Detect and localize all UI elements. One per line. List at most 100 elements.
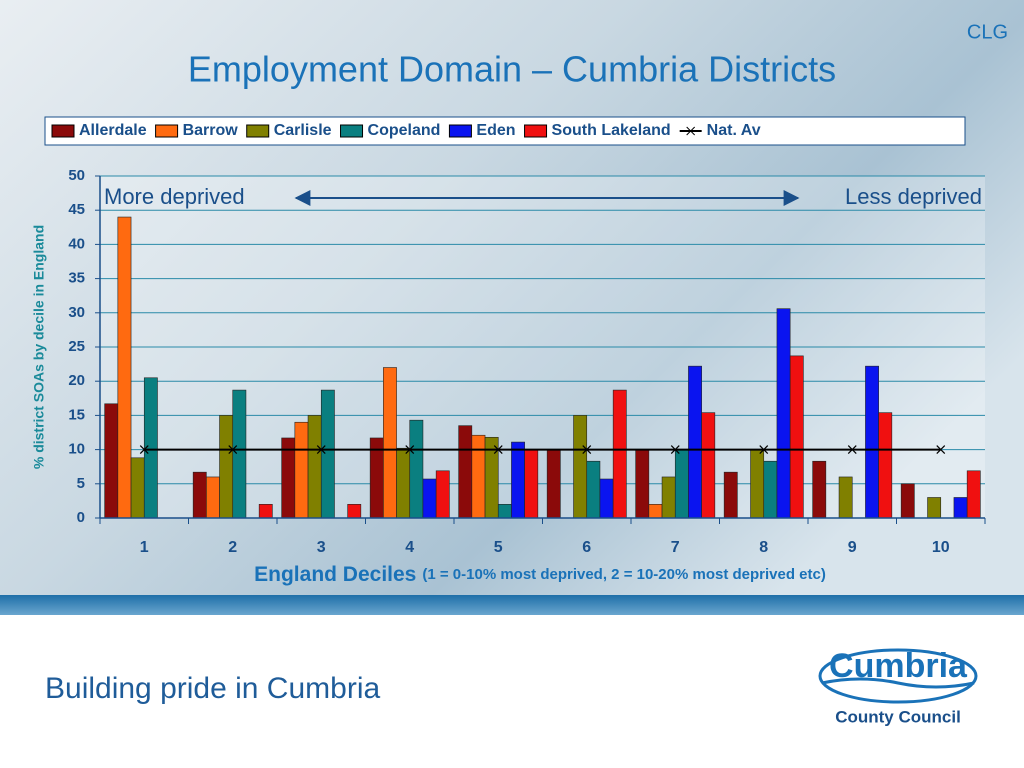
- bar: [701, 412, 716, 519]
- bar: [422, 478, 437, 519]
- band: [0, 595, 1024, 615]
- legend-swatch: [246, 124, 270, 138]
- x-tick-label: 8: [759, 539, 768, 556]
- bar: [900, 483, 915, 519]
- bar: [789, 355, 804, 519]
- bar: [812, 460, 827, 519]
- marker: [847, 445, 857, 455]
- bar: [865, 365, 879, 519]
- bar: [573, 415, 588, 519]
- bar: [648, 504, 663, 519]
- corner-label: CLG: [967, 21, 1008, 43]
- x-tick-label: 5: [494, 539, 503, 556]
- bar: [511, 441, 525, 519]
- marker: [228, 445, 238, 455]
- y-tick-label: 40: [68, 235, 85, 252]
- bar: [117, 216, 132, 519]
- x-tick-label: 7: [671, 539, 680, 556]
- annotation: Less deprived: [845, 184, 982, 209]
- legend-label: Allerdale: [79, 122, 147, 139]
- marker: [582, 445, 592, 455]
- y-tick-label: 25: [68, 338, 85, 355]
- y-tick-label: 0: [77, 509, 85, 526]
- y-tick-label: 20: [68, 372, 85, 389]
- bar: [750, 449, 765, 519]
- legend-label: South Lakeland: [552, 122, 671, 139]
- y-tick-label: 15: [68, 406, 85, 423]
- bar: [206, 476, 220, 519]
- marker: [759, 445, 769, 455]
- legend-label: Nat. Av: [707, 122, 761, 139]
- bar: [776, 308, 791, 519]
- y-tick-label: 10: [68, 441, 85, 458]
- logo-wave: [821, 677, 975, 689]
- x-tick-label: 10: [932, 539, 950, 556]
- marker: [670, 445, 680, 455]
- bar: [219, 415, 234, 519]
- bar: [497, 504, 512, 519]
- bar: [435, 470, 450, 519]
- bar: [878, 412, 893, 519]
- x-tick-label: 2: [228, 539, 237, 556]
- x-tick-label: 9: [848, 539, 857, 556]
- bar: [307, 415, 322, 519]
- bar: [458, 425, 473, 519]
- bar: [546, 449, 561, 519]
- legend-swatch: [448, 124, 472, 138]
- bar: [688, 365, 702, 519]
- bar: [927, 497, 942, 519]
- x-axis-title: England Deciles: [254, 563, 416, 586]
- x-axis-label: England Deciles (1 = 0-10% most deprived,…: [254, 563, 826, 586]
- bar: [258, 504, 273, 519]
- bar: [232, 389, 247, 519]
- legend: Allerdale Barrow Carlisle Copeland Eden South…: [51, 122, 761, 139]
- legend-label: Eden: [476, 122, 515, 139]
- bar: [383, 367, 397, 519]
- bar: [320, 389, 335, 519]
- bar: [661, 476, 676, 519]
- x-tick-label: 6: [582, 539, 591, 556]
- bar: [104, 403, 119, 519]
- y-axis-label: % district SOAs by decile in England: [31, 225, 47, 469]
- y-tick-label: 45: [68, 201, 85, 218]
- y-tick-label: 50: [68, 167, 85, 184]
- logo-sub: County Council: [835, 707, 961, 726]
- legend-swatch: [51, 124, 75, 138]
- bar: [763, 460, 778, 519]
- marker: [493, 445, 503, 455]
- bar: [599, 478, 614, 519]
- marker: [316, 445, 326, 455]
- legend-label: Barrow: [183, 122, 239, 139]
- y-tick-label: 30: [68, 304, 85, 321]
- annotation: More deprived: [104, 184, 245, 209]
- footer-slogan: Building pride in Cumbria: [45, 672, 380, 705]
- chart-title: Employment Domain – Cumbria Districts: [188, 49, 836, 90]
- bar: [586, 460, 601, 519]
- bar: [953, 497, 968, 519]
- legend-swatch: [155, 124, 179, 138]
- bar: [347, 504, 362, 519]
- legend-swatch: [340, 124, 364, 138]
- bar: [294, 421, 309, 519]
- bar: [838, 476, 853, 519]
- y-tick-label: 5: [77, 475, 85, 492]
- bar: [524, 449, 539, 519]
- y-tick-label: 35: [68, 270, 85, 287]
- x-axis-note: (1 = 0-10% most deprived, 2 = 10-20% mos…: [422, 566, 826, 583]
- x-tick-label: 1: [140, 539, 149, 556]
- bar: [471, 434, 486, 519]
- bar: [723, 471, 738, 519]
- legend-box: [44, 116, 966, 146]
- bar: [635, 449, 650, 519]
- x-tick-label: 4: [405, 539, 414, 556]
- legend-swatch: [524, 124, 548, 138]
- marker: [405, 445, 415, 455]
- marker: [139, 445, 149, 455]
- bar: [130, 457, 145, 519]
- legend-label: Copeland: [368, 122, 441, 139]
- bar: [612, 389, 627, 519]
- legend-label: Carlisle: [274, 122, 332, 139]
- bar: [409, 419, 424, 519]
- legend-swatch: [686, 126, 696, 136]
